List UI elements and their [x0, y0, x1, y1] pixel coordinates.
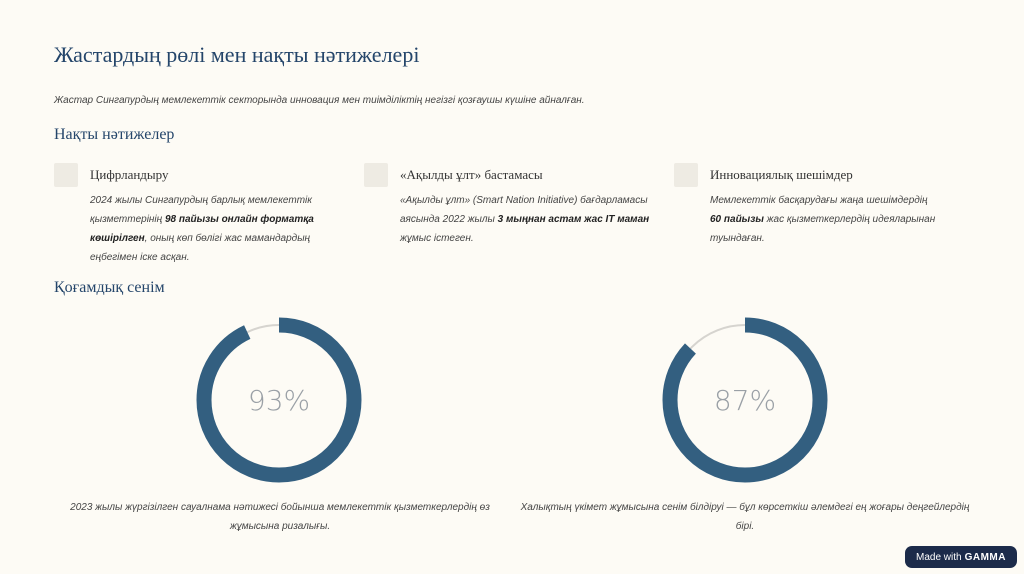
- bold-text: 98 пайызы онлайн форматқа көшірілген: [90, 214, 314, 244]
- section-heading: Нақты нәтижелер: [54, 126, 175, 143]
- stat-caption: Халықтың үкімет жұмысына сенім білдіруі …: [520, 502, 970, 532]
- bold-text: 60 пайызы: [710, 214, 764, 225]
- text-run: 2024 жылы Сингапурдың барлық мемлекеттік…: [90, 195, 312, 225]
- icon-box: [674, 163, 698, 187]
- stat-label: 87%: [714, 384, 776, 417]
- section-heading: Қоғамдық сенім: [54, 279, 165, 296]
- text-run: Мемлекеттік басқарудағы жаңа шешімдердің: [710, 195, 928, 206]
- icon-box: [364, 163, 388, 187]
- text-run: жас қызметкерлердің идеяларынан туындаға…: [710, 214, 936, 244]
- ring-arc: [662, 317, 828, 483]
- item-text: «Ақылды ұлт» (Smart Nation Initiative) б…: [400, 191, 650, 248]
- stat-caption: 2023 жылы жүргізілген сауалнама нәтижесі…: [70, 502, 490, 532]
- badge-brand: GAMMA: [964, 551, 1006, 563]
- item-text: Мемлекеттік басқарудағы жаңа шешімдердің…: [710, 191, 938, 248]
- text-run: , оның көп бөлігі жас мамандардың еңбегі…: [90, 233, 311, 263]
- item-title: «Ақылды ұлт» бастамасы: [400, 167, 543, 182]
- icon-box: [54, 163, 78, 187]
- item-title: Инновациялық шешімдер: [710, 167, 853, 182]
- text-run: «Ақылды ұлт» (Smart Nation Initiative) б…: [400, 195, 648, 225]
- bold-text: 3 мыңнан астам жас IT маман: [497, 214, 650, 225]
- item-text: 2024 жылы Сингапурдың барлық мемлекеттік…: [90, 191, 318, 267]
- stat-label: 93%: [248, 384, 310, 417]
- title: Жастардың рөлі мен нақты нәтижелері: [54, 42, 420, 67]
- ring-arc: [196, 317, 362, 483]
- text-run: жұмыс істеген.: [400, 233, 474, 244]
- badge[interactable]: Made with GAMMA: [905, 546, 1017, 568]
- item-title: Цифрландыру: [90, 167, 169, 182]
- badge-prefix: Made with: [916, 551, 962, 563]
- subtitle: Жастар Сингапурдың мемлекеттік секторынд…: [54, 95, 585, 106]
